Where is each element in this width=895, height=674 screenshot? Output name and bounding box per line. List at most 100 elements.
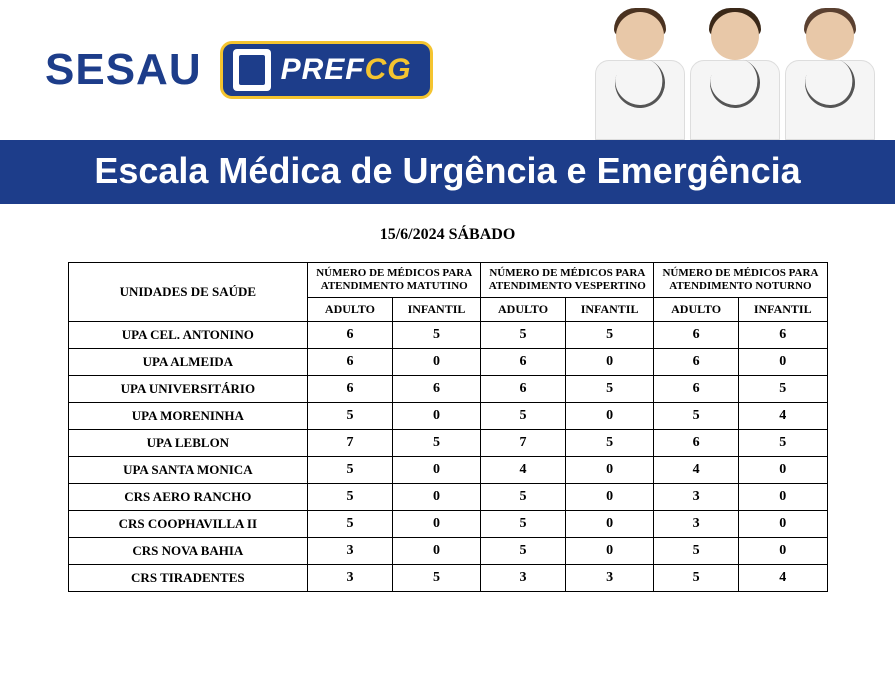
- prefcg-text: PREFCG: [281, 53, 412, 87]
- value-cell: 6: [654, 376, 739, 403]
- group-header-noturno: NÚMERO DE MÉDICOS PARA ATENDIMENTO NOTUR…: [654, 263, 827, 298]
- value-cell: 5: [481, 538, 566, 565]
- value-cell: 5: [392, 565, 481, 592]
- value-cell: 0: [392, 349, 481, 376]
- value-cell: 0: [392, 538, 481, 565]
- value-cell: 5: [308, 403, 393, 430]
- value-cell: 6: [481, 349, 566, 376]
- value-cell: 6: [308, 349, 393, 376]
- value-cell: 5: [308, 511, 393, 538]
- value-cell: 6: [392, 376, 481, 403]
- value-cell: 5: [738, 376, 827, 403]
- table-row: UPA CEL. ANTONINO655566: [68, 322, 827, 349]
- table-row: CRS AERO RANCHO505030: [68, 484, 827, 511]
- unit-name-cell: UPA UNIVERSITÁRIO: [68, 376, 308, 403]
- table-wrap: UNIDADES DE SAÚDE NÚMERO DE MÉDICOS PARA…: [0, 262, 895, 592]
- value-cell: 3: [565, 565, 654, 592]
- unit-name-cell: UPA CEL. ANTONINO: [68, 322, 308, 349]
- value-cell: 0: [565, 349, 654, 376]
- value-cell: 0: [392, 457, 481, 484]
- unit-name-cell: UPA ALMEIDA: [68, 349, 308, 376]
- value-cell: 0: [565, 538, 654, 565]
- value-cell: 3: [654, 511, 739, 538]
- schedule-table: UNIDADES DE SAÚDE NÚMERO DE MÉDICOS PARA…: [68, 262, 828, 592]
- sub-header: INFANTIL: [565, 298, 654, 322]
- value-cell: 6: [481, 376, 566, 403]
- table-row: CRS COOPHAVILLA II505030: [68, 511, 827, 538]
- sub-header: ADULTO: [481, 298, 566, 322]
- value-cell: 5: [738, 430, 827, 457]
- value-cell: 5: [481, 322, 566, 349]
- value-cell: 5: [308, 457, 393, 484]
- unit-header: UNIDADES DE SAÚDE: [68, 263, 308, 322]
- value-cell: 0: [738, 511, 827, 538]
- value-cell: 7: [308, 430, 393, 457]
- pref-label: PREF: [281, 53, 365, 86]
- value-cell: 3: [308, 565, 393, 592]
- value-cell: 5: [565, 322, 654, 349]
- value-cell: 4: [738, 565, 827, 592]
- crest-icon: [233, 49, 271, 91]
- sesau-logo-text: SESAU: [45, 45, 202, 95]
- page-title: Escala Médica de Urgência e Emergência: [0, 150, 895, 192]
- group-header-vespertino: NÚMERO DE MÉDICOS PARA ATENDIMENTO VESPE…: [481, 263, 654, 298]
- value-cell: 6: [308, 376, 393, 403]
- value-cell: 4: [738, 403, 827, 430]
- value-cell: 0: [392, 511, 481, 538]
- value-cell: 3: [654, 484, 739, 511]
- table-row: CRS TIRADENTES353354: [68, 565, 827, 592]
- value-cell: 5: [654, 403, 739, 430]
- value-cell: 6: [654, 349, 739, 376]
- doctors-illustration: [600, 0, 885, 140]
- sub-header: INFANTIL: [738, 298, 827, 322]
- unit-name-cell: CRS TIRADENTES: [68, 565, 308, 592]
- sub-header: ADULTO: [654, 298, 739, 322]
- value-cell: 5: [654, 538, 739, 565]
- value-cell: 0: [738, 349, 827, 376]
- value-cell: 0: [738, 457, 827, 484]
- header-area: SESAU PREFCG: [0, 0, 895, 140]
- value-cell: 0: [565, 511, 654, 538]
- value-cell: 5: [481, 484, 566, 511]
- table-row: CRS NOVA BAHIA305050: [68, 538, 827, 565]
- prefcg-badge: PREFCG: [220, 41, 433, 99]
- table-row: UPA MORENINHA505054: [68, 403, 827, 430]
- value-cell: 0: [738, 538, 827, 565]
- table-header-row-1: UNIDADES DE SAÚDE NÚMERO DE MÉDICOS PARA…: [68, 263, 827, 298]
- value-cell: 0: [392, 484, 481, 511]
- value-cell: 5: [565, 376, 654, 403]
- value-cell: 3: [308, 538, 393, 565]
- value-cell: 3: [481, 565, 566, 592]
- title-bar: Escala Médica de Urgência e Emergência: [0, 140, 895, 204]
- value-cell: 7: [481, 430, 566, 457]
- sub-header: INFANTIL: [392, 298, 481, 322]
- value-cell: 0: [392, 403, 481, 430]
- doctor-figure: [680, 0, 790, 140]
- value-cell: 5: [392, 430, 481, 457]
- value-cell: 4: [481, 457, 566, 484]
- value-cell: 0: [565, 484, 654, 511]
- unit-name-cell: CRS AERO RANCHO: [68, 484, 308, 511]
- unit-name-cell: CRS COOPHAVILLA II: [68, 511, 308, 538]
- value-cell: 5: [565, 430, 654, 457]
- table-row: UPA LEBLON757565: [68, 430, 827, 457]
- value-cell: 0: [565, 403, 654, 430]
- value-cell: 0: [738, 484, 827, 511]
- value-cell: 5: [392, 322, 481, 349]
- cg-label: CG: [365, 53, 412, 86]
- table-row: UPA SANTA MONICA504040: [68, 457, 827, 484]
- value-cell: 6: [308, 322, 393, 349]
- value-cell: 6: [654, 322, 739, 349]
- value-cell: 5: [481, 511, 566, 538]
- value-cell: 5: [308, 484, 393, 511]
- value-cell: 0: [565, 457, 654, 484]
- unit-name-cell: UPA MORENINHA: [68, 403, 308, 430]
- unit-name-cell: CRS NOVA BAHIA: [68, 538, 308, 565]
- value-cell: 5: [654, 565, 739, 592]
- unit-name-cell: UPA SANTA MONICA: [68, 457, 308, 484]
- value-cell: 4: [654, 457, 739, 484]
- table-row: UPA ALMEIDA606060: [68, 349, 827, 376]
- unit-name-cell: UPA LEBLON: [68, 430, 308, 457]
- doctor-figure: [775, 0, 885, 140]
- sub-header: ADULTO: [308, 298, 393, 322]
